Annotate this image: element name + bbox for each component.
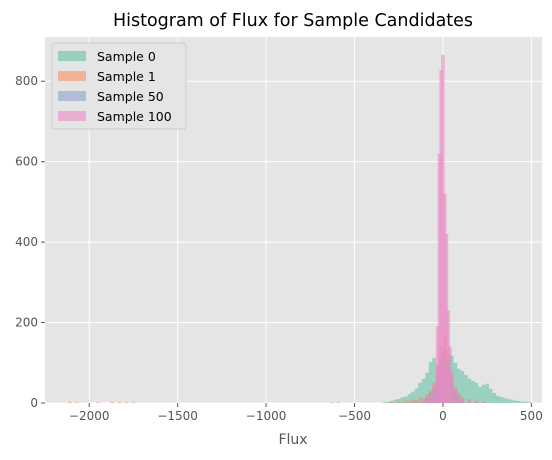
bar-0-41 [527,402,532,403]
bar-0-37 [513,400,518,403]
bar-3-16 [457,395,461,403]
bar-1-8 [336,402,341,403]
bar-0-9 [414,388,419,403]
bar-3-20 [481,402,486,403]
bar-0-29 [485,383,489,403]
bar-1-3 [110,401,114,403]
bar-3-0 [407,401,412,403]
bar-0-24 [467,378,472,403]
bar-1-12 [411,399,415,403]
x-tick-label-3: −500 [338,409,371,423]
bar-1-2 [96,402,100,403]
bar-0-13 [428,361,433,403]
y-tick-label-1: 200 [15,316,38,330]
x-tick-label-5: 500 [520,409,543,423]
bar-0-32 [496,395,500,403]
bar-1-1 [75,402,79,403]
bar-1-9 [389,401,394,403]
bar-0-3 [393,399,397,403]
legend-swatch-2 [58,91,86,101]
legend-label-1: Sample 1 [97,69,156,84]
x-axis-ticks: −2000 −1500 −1000 −500 0 500 [69,403,543,423]
legend-swatch-3 [58,111,86,121]
bar-0-8 [411,391,415,403]
bar-0-23 [464,374,468,403]
bar-0-36 [510,399,514,403]
bar-0-34 [503,398,507,403]
bar-3-3 [425,398,429,403]
chart-title: Histogram of Flux for Sample Candidates [113,11,473,31]
bar-3-7 [437,153,442,403]
bar-3-15 [453,388,458,403]
x-tick-label-2: −1000 [246,409,287,423]
bar-0-35 [506,398,511,403]
bar-3-19 [474,401,479,403]
x-axis-label: Flux [278,432,307,448]
bar-0-1 [386,401,390,403]
bar-3-4 [428,394,433,403]
x-tick-label-1: −1500 [157,409,198,423]
bar-0-10 [418,382,422,403]
bar-3-5 [432,384,436,403]
bar-0-27 [478,386,482,403]
x-tick-label-0: −2000 [69,409,110,423]
legend-swatch-1 [58,71,86,81]
y-tick-label-4: 800 [15,74,38,88]
bar-1-6 [131,402,136,403]
bar-0-26 [474,382,479,403]
legend-label-0: Sample 0 [97,49,156,64]
bar-3-2 [421,399,426,403]
bar-0-6 [404,396,408,403]
bar-0-12 [425,372,429,403]
bar-0-22 [460,370,465,403]
bar-1-13 [418,397,422,403]
bar-0-20 [453,362,458,403]
bar-3-18 [467,400,472,403]
bar-0-7 [407,394,412,403]
bar-3-17 [460,398,465,403]
series-3 [407,54,486,403]
legend: Sample 0 Sample 1 Sample 50 Sample 100 [51,42,187,130]
y-tick-label-0: 0 [30,396,38,410]
y-axis-ticks: 0 200 400 600 800 [15,74,45,410]
bar-0-30 [488,388,493,403]
bar-1-4 [117,401,122,403]
bar-0-31 [492,392,497,403]
bar-0-21 [457,368,461,403]
bar-3-14 [450,370,454,403]
bar-3-12 [446,310,451,403]
y-tick-label-3: 600 [15,155,38,169]
bar-0-14 [432,357,436,403]
bar-1-7 [329,402,334,403]
bar-1-11 [404,400,408,403]
bar-1-10 [396,401,401,403]
bar-0-4 [396,398,401,403]
bar-0-38 [517,400,521,403]
legend-swatch-0 [58,51,86,61]
bar-3-1 [414,400,419,403]
bar-0-39 [520,401,525,403]
bar-0-5 [400,397,405,403]
bar-1-0 [67,401,72,403]
histogram-bars [67,54,532,403]
grid-lines [45,37,542,404]
bar-0-25 [471,380,475,403]
bar-0-33 [499,396,504,403]
bar-0-11 [421,378,426,403]
legend-label-3: Sample 100 [97,109,172,124]
bar-0-28 [481,384,486,403]
y-tick-label-2: 400 [15,235,38,249]
bar-0-40 [524,401,528,403]
bar-1-5 [124,402,129,403]
legend-label-2: Sample 50 [97,89,164,104]
x-tick-label-4: 0 [439,409,447,423]
legend-frame [51,42,187,130]
bar-0-0 [382,402,387,403]
